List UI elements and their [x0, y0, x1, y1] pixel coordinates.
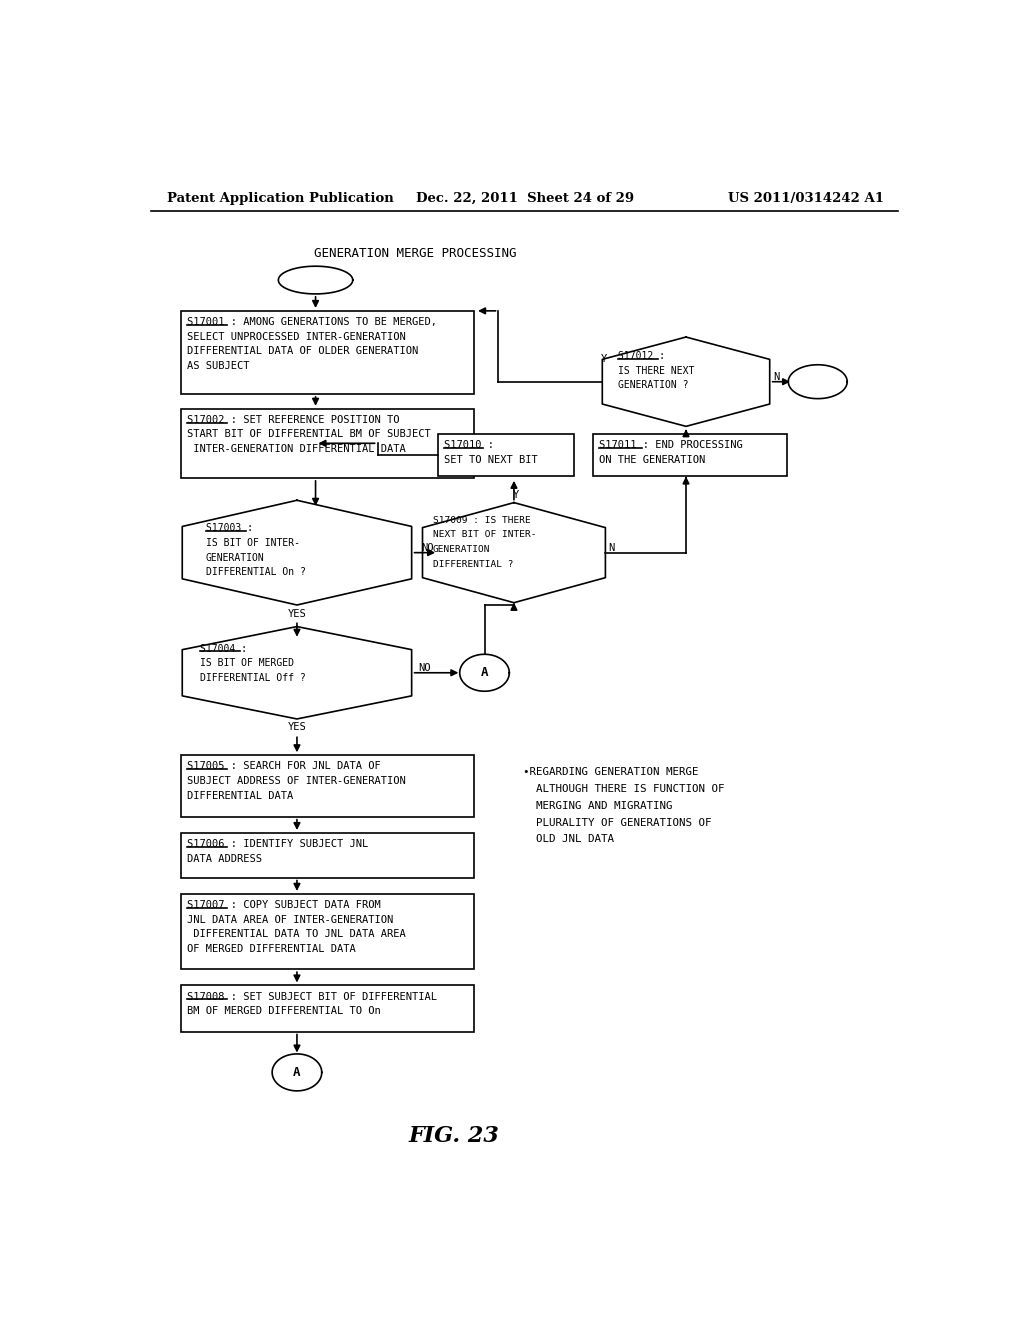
Text: OF MERGED DIFFERENTIAL DATA: OF MERGED DIFFERENTIAL DATA: [187, 944, 355, 954]
Text: SELECT UNPROCESSED INTER-GENERATION: SELECT UNPROCESSED INTER-GENERATION: [187, 331, 406, 342]
Text: IS THERE NEXT: IS THERE NEXT: [617, 366, 694, 375]
Text: ALTHOUGH THERE IS FUNCTION OF: ALTHOUGH THERE IS FUNCTION OF: [523, 784, 725, 793]
Text: PLURALITY OF GENERATIONS OF: PLURALITY OF GENERATIONS OF: [523, 817, 712, 828]
Text: S17003 :: S17003 :: [206, 524, 253, 533]
Text: S17007 : COPY SUBJECT DATA FROM: S17007 : COPY SUBJECT DATA FROM: [187, 900, 381, 909]
Text: ON THE GENERATION: ON THE GENERATION: [599, 455, 706, 465]
Text: YES: YES: [288, 722, 306, 733]
Text: •REGARDING GENERATION MERGE: •REGARDING GENERATION MERGE: [523, 767, 698, 776]
Bar: [180, 985, 474, 1032]
Text: S17005 : SEARCH FOR JNL DATA OF: S17005 : SEARCH FOR JNL DATA OF: [187, 762, 381, 771]
Text: S17011 : END PROCESSING: S17011 : END PROCESSING: [599, 441, 743, 450]
Text: S17002 : SET REFERENCE POSITION TO: S17002 : SET REFERENCE POSITION TO: [187, 414, 399, 425]
Text: A: A: [293, 1065, 301, 1078]
Text: IS BIT OF INTER-: IS BIT OF INTER-: [206, 539, 299, 548]
Text: START BIT OF DIFFERENTIAL BM OF SUBJECT: START BIT OF DIFFERENTIAL BM OF SUBJECT: [187, 429, 431, 440]
Text: MERGING AND MIGRATING: MERGING AND MIGRATING: [523, 800, 673, 810]
Text: FIG. 23: FIG. 23: [408, 1125, 499, 1147]
Text: NO: NO: [421, 543, 433, 553]
Bar: [593, 434, 786, 477]
Text: Y: Y: [512, 490, 518, 500]
Text: Patent Application Publication: Patent Application Publication: [167, 191, 393, 205]
Text: DIFFERENTIAL ?: DIFFERENTIAL ?: [432, 560, 513, 569]
Bar: [180, 409, 474, 478]
Text: S17010 :: S17010 :: [444, 441, 495, 450]
Text: DIFFERENTIAL DATA OF OLDER GENERATION: DIFFERENTIAL DATA OF OLDER GENERATION: [187, 346, 418, 356]
Text: S17004 :: S17004 :: [200, 644, 247, 653]
Text: SUBJECT ADDRESS OF INTER-GENERATION: SUBJECT ADDRESS OF INTER-GENERATION: [187, 776, 406, 785]
Text: DIFFERENTIAL DATA TO JNL DATA AREA: DIFFERENTIAL DATA TO JNL DATA AREA: [187, 929, 406, 939]
Text: JNL DATA AREA OF INTER-GENERATION: JNL DATA AREA OF INTER-GENERATION: [187, 915, 393, 924]
Text: S17009 : IS THERE: S17009 : IS THERE: [432, 516, 530, 524]
Text: DIFFERENTIAL DATA: DIFFERENTIAL DATA: [187, 791, 293, 800]
Bar: [438, 434, 573, 477]
Text: S17006 : IDENTIFY SUBJECT JNL: S17006 : IDENTIFY SUBJECT JNL: [187, 840, 369, 849]
Text: OLD JNL DATA: OLD JNL DATA: [523, 834, 614, 845]
Bar: [180, 833, 474, 878]
Text: GENERATION ?: GENERATION ?: [617, 380, 688, 391]
Text: S17001 : AMONG GENERATIONS TO BE MERGED,: S17001 : AMONG GENERATIONS TO BE MERGED,: [187, 317, 437, 327]
Text: S17012 :: S17012 :: [617, 351, 665, 360]
Text: NEXT BIT OF INTER-: NEXT BIT OF INTER-: [432, 531, 537, 540]
Bar: [180, 755, 474, 817]
Text: GENERATION: GENERATION: [206, 553, 264, 562]
Bar: [180, 312, 474, 395]
Text: BM OF MERGED DIFFERENTIAL TO On: BM OF MERGED DIFFERENTIAL TO On: [187, 1006, 381, 1016]
Text: YES: YES: [288, 609, 306, 619]
Text: Y: Y: [601, 354, 607, 363]
Bar: [180, 894, 474, 969]
Text: Dec. 22, 2011  Sheet 24 of 29: Dec. 22, 2011 Sheet 24 of 29: [416, 191, 634, 205]
Text: GENERATION MERGE PROCESSING: GENERATION MERGE PROCESSING: [313, 247, 516, 260]
Text: DIFFERENTIAL On ?: DIFFERENTIAL On ?: [206, 568, 305, 577]
Text: NO: NO: [419, 663, 431, 673]
Text: A: A: [480, 667, 488, 680]
Text: US 2011/0314242 A1: US 2011/0314242 A1: [728, 191, 884, 205]
Text: N: N: [608, 543, 614, 553]
Text: GENERATION: GENERATION: [432, 545, 490, 554]
Text: SET TO NEXT BIT: SET TO NEXT BIT: [444, 455, 538, 465]
Text: AS SUBJECT: AS SUBJECT: [187, 360, 250, 371]
Text: DIFFERENTIAL Off ?: DIFFERENTIAL Off ?: [200, 673, 306, 682]
Text: INTER-GENERATION DIFFERENTIAL DATA: INTER-GENERATION DIFFERENTIAL DATA: [187, 444, 406, 454]
Text: S17008 : SET SUBJECT BIT OF DIFFERENTIAL: S17008 : SET SUBJECT BIT OF DIFFERENTIAL: [187, 991, 437, 1002]
Text: IS BIT OF MERGED: IS BIT OF MERGED: [200, 659, 294, 668]
Text: DATA ADDRESS: DATA ADDRESS: [187, 854, 262, 863]
Text: N: N: [773, 372, 779, 381]
